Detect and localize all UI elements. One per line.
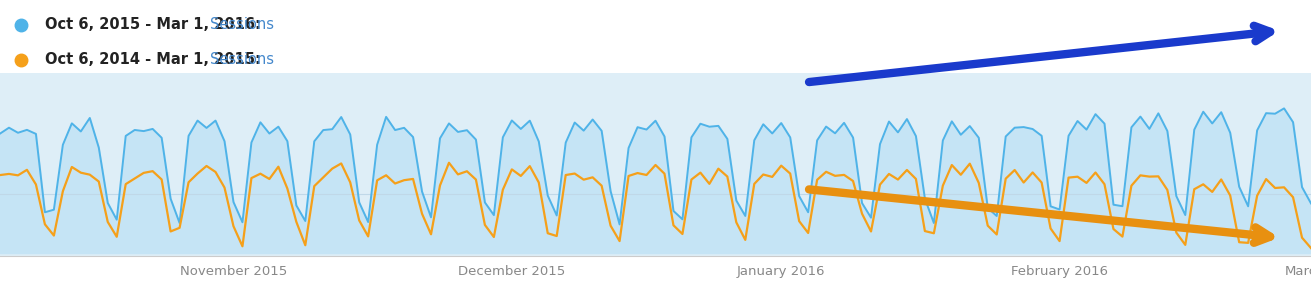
Text: Sessions: Sessions — [210, 17, 274, 32]
Text: Oct 6, 2015 - Mar 1, 2016:: Oct 6, 2015 - Mar 1, 2016: — [45, 17, 261, 32]
Text: Oct 6, 2014 - Mar 1, 2015:: Oct 6, 2014 - Mar 1, 2015: — [45, 52, 261, 67]
Text: Sessions: Sessions — [210, 52, 274, 67]
